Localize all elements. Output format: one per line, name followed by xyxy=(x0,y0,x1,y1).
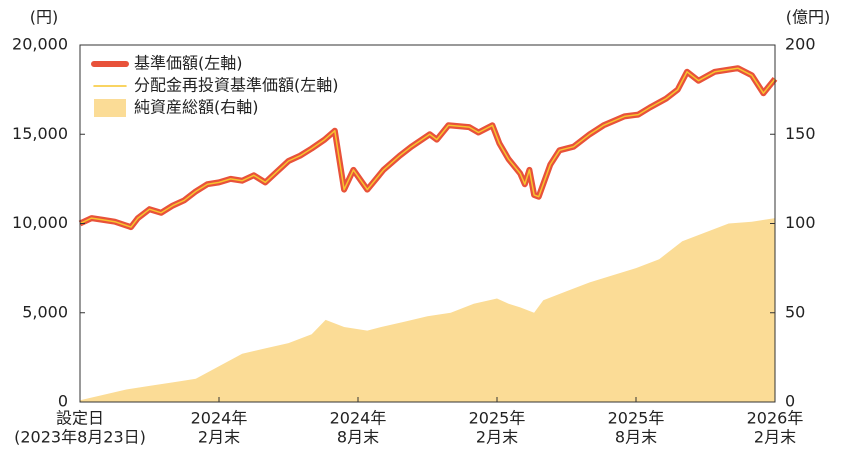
legend-label: 基準価額(左軸) xyxy=(134,54,243,73)
x-tick-label: 2月末 xyxy=(754,428,796,447)
x-tick-label: 2026年 xyxy=(747,409,804,428)
y2-tick-label: 100 xyxy=(785,213,816,232)
y2-tick-label: 150 xyxy=(785,124,816,143)
y-tick-label: 5,000 xyxy=(22,302,68,321)
x-tick-label: 8月末 xyxy=(615,428,657,447)
x-tick-label: 2024年 xyxy=(330,409,387,428)
y-tick-label: 10,000 xyxy=(12,213,68,232)
legend-label: 分配金再投資基準価額(左軸) xyxy=(134,76,339,95)
x-tick-label: 2月末 xyxy=(198,428,240,447)
area xyxy=(80,218,775,402)
line xyxy=(79,67,776,228)
x-tick-label: 2025年 xyxy=(469,409,526,428)
x-tick-label: 2月末 xyxy=(476,428,518,447)
y-axis-label: (円) xyxy=(30,8,59,27)
y-tick-label: 20,000 xyxy=(12,35,68,54)
legend-swatch xyxy=(94,99,126,117)
legend-label: 純資産総額(右軸) xyxy=(134,98,259,117)
y-tick-label: 15,000 xyxy=(12,124,68,143)
x-tick-label: 8月末 xyxy=(337,428,379,447)
x-tick-label: 2025年 xyxy=(608,409,665,428)
y2-axis-label: (億円) xyxy=(786,8,831,27)
y2-tick-label: 50 xyxy=(785,302,805,321)
x-tick-label: 設定日 xyxy=(56,409,104,428)
x-tick-label: 2024年 xyxy=(191,409,248,428)
y2-tick-label: 0 xyxy=(785,392,795,411)
y-tick-label: 0 xyxy=(58,392,68,411)
y2-tick-label: 200 xyxy=(785,35,816,54)
x-tick-label: (2023年8月23日) xyxy=(14,428,146,447)
